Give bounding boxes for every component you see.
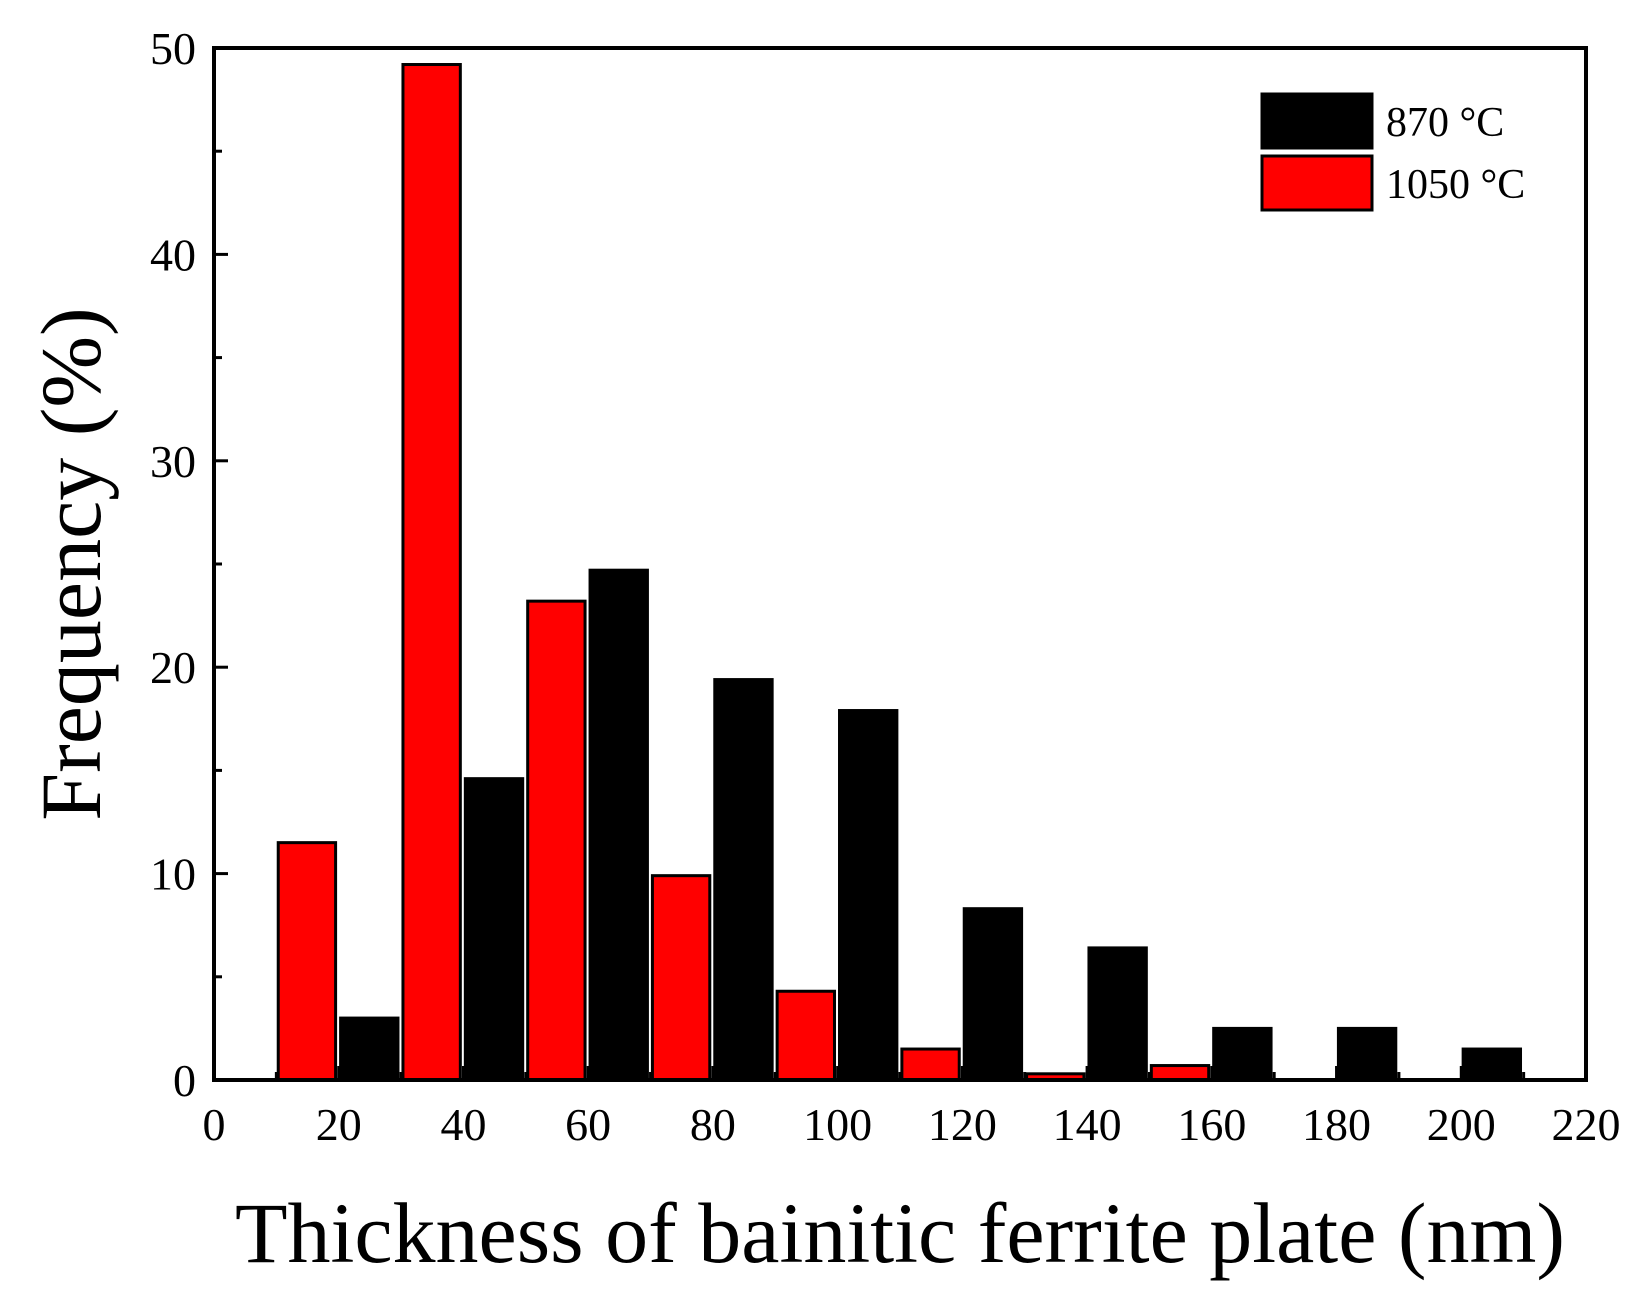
x-tick-label: 40: [440, 1099, 486, 1150]
y-tick-label: 40: [150, 229, 196, 280]
legend-label: 870 °C: [1386, 100, 1504, 146]
x-tick-label: 60: [565, 1099, 611, 1150]
bar-series-b-5: [900, 1047, 961, 1082]
bar-series-a-5: [962, 907, 1024, 1082]
bar-series-b-0: [276, 841, 338, 1082]
x-tick-label: 80: [690, 1099, 736, 1150]
bar-series-a-7: [1212, 1026, 1273, 1082]
bar-series-a-6: [1087, 946, 1148, 1082]
bar-series-a-4: [838, 709, 899, 1082]
x-tick-label: 20: [316, 1099, 362, 1150]
x-tick-label: 0: [203, 1099, 226, 1150]
bar-series-b-1: [401, 63, 462, 1082]
y-tick-label: 10: [150, 849, 196, 900]
legend: 870 °C 1050 °C: [1260, 92, 1525, 212]
bar-series-a-2: [588, 568, 649, 1082]
bar-series-a-3: [713, 678, 774, 1082]
legend-label: 1050 °C: [1386, 162, 1525, 208]
x-tick-label: 140: [1053, 1099, 1122, 1150]
bar-series-a-0: [339, 1016, 400, 1082]
bar-series-a-9: [1461, 1047, 1523, 1082]
x-tick-label: 220: [1552, 1099, 1621, 1150]
bar-series-b-7: [1149, 1064, 1211, 1082]
bar-series-b-4: [775, 989, 837, 1082]
x-tick-label: 200: [1427, 1099, 1496, 1150]
y-tick-label: 20: [150, 642, 196, 693]
ticks-group: 0 20 40 60 80 100 120 140 160 180 200 220 0 10 20 30 40 5…: [150, 23, 1621, 1150]
x-tick-label: 100: [803, 1099, 872, 1150]
x-tick-label: 180: [1302, 1099, 1371, 1150]
bar-series-b-2: [526, 599, 587, 1082]
y-tick-label: 50: [150, 23, 196, 74]
bar-series-b-3: [650, 874, 712, 1082]
y-axis-title: Frequency (%): [23, 307, 119, 820]
x-tick-label: 120: [928, 1099, 997, 1150]
y-tick-label: 0: [173, 1055, 196, 1106]
bars-group: [276, 63, 1523, 1082]
x-axis-title: Thickness of bainitic ferrite plate (nm): [235, 1185, 1565, 1281]
y-tick-label: 30: [150, 436, 196, 487]
x-tick-label: 160: [1177, 1099, 1246, 1150]
bar-series-a-8: [1336, 1026, 1398, 1082]
bar-series-a-1: [463, 777, 525, 1082]
legend-swatch: [1260, 154, 1374, 212]
legend-swatch: [1260, 92, 1374, 150]
